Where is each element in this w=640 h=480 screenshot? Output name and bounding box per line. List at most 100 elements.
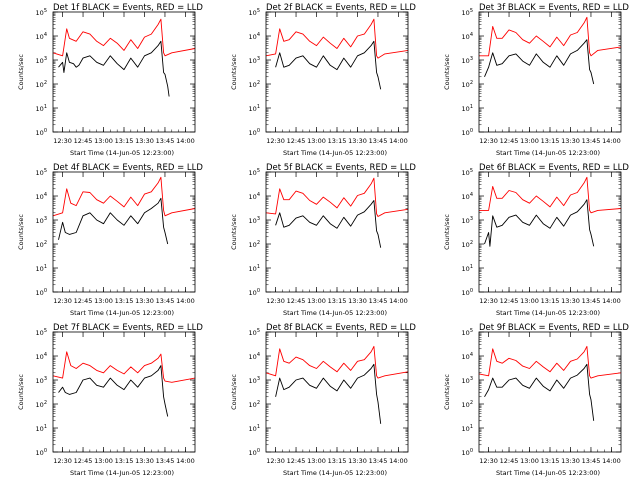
x-tick-label: 12:45 xyxy=(500,297,519,305)
series-events-line xyxy=(58,197,169,245)
y-tick-label: 100 xyxy=(249,128,260,137)
y-tick-label: 103 xyxy=(249,376,260,385)
chart-panel-9f: Det 9f BLACK = Events, RED = LLD Counts/s… xyxy=(443,323,629,477)
x-tick-label: 13:15 xyxy=(328,457,347,465)
x-tick-label: 12:30 xyxy=(266,297,285,305)
y-tick-label: 103 xyxy=(36,376,47,385)
x-tick-label: 12:45 xyxy=(74,457,93,465)
x-tick-label: 13:30 xyxy=(135,137,154,145)
x-tick-label: 12:30 xyxy=(266,457,285,465)
x-tick-label: 13:30 xyxy=(348,457,367,465)
y-tick-label: 101 xyxy=(249,424,260,433)
y-tick-label: 102 xyxy=(462,80,473,89)
y-tick-label: 100 xyxy=(36,448,47,457)
y-tick-label: 105 xyxy=(462,8,473,17)
y-tick-label: 101 xyxy=(462,424,473,433)
chart-title: Det 3f BLACK = Events, RED = LLD xyxy=(479,3,629,13)
y-tick-label: 103 xyxy=(462,56,473,65)
y-axis-label: Counts/sec xyxy=(230,374,238,410)
y-tick-label: 104 xyxy=(249,192,260,201)
x-tick-label: 12:45 xyxy=(500,457,519,465)
series-lld-line xyxy=(265,345,409,379)
y-tick-label: 103 xyxy=(249,56,260,65)
y-tick-label: 105 xyxy=(462,168,473,177)
chart-title: Det 2f BLACK = Events, RED = LLD xyxy=(266,3,416,13)
plot-frame xyxy=(265,331,409,453)
y-tick-label: 100 xyxy=(249,448,260,457)
y-tick-label: 101 xyxy=(36,424,47,433)
chart-panel-5f: Det 5f BLACK = Events, RED = LLD Counts/s… xyxy=(230,163,416,317)
y-tick-label: 102 xyxy=(36,400,47,409)
x-tick-label: 13:15 xyxy=(115,297,134,305)
chart-title: Det 8f BLACK = Events, RED = LLD xyxy=(266,323,416,333)
chart-title: Det 6f BLACK = Events, RED = LLD xyxy=(479,163,629,173)
y-tick-label: 100 xyxy=(36,288,47,297)
y-axis-label: Counts/sec xyxy=(443,374,451,410)
series-lld-line xyxy=(265,18,409,59)
y-tick-label: 100 xyxy=(36,128,47,137)
y-tick-label: 101 xyxy=(462,104,473,113)
chart-panel-3f: Det 3f BLACK = Events, RED = LLD Counts/s… xyxy=(443,3,629,157)
x-tick-label: 13:00 xyxy=(520,297,539,305)
series-lld-line xyxy=(479,176,622,214)
x-tick-label: 13:45 xyxy=(156,297,175,305)
x-tick-label: 12:45 xyxy=(287,457,306,465)
x-tick-label: 14:00 xyxy=(176,297,195,305)
chart-title: Det 4f BLACK = Events, RED = LLD xyxy=(53,163,203,173)
x-axis-label: Start Time (14-Jun-05 12:23:00) xyxy=(70,149,174,157)
series-events-line xyxy=(58,40,170,97)
x-tick-label: 13:00 xyxy=(307,137,326,145)
x-tick-label: 13:45 xyxy=(582,457,601,465)
y-tick-label: 101 xyxy=(462,264,473,273)
y-axis-label: Counts/sec xyxy=(443,54,451,90)
y-tick-label: 101 xyxy=(36,264,47,273)
y-tick-label: 104 xyxy=(36,32,47,41)
x-tick-label: 12:30 xyxy=(266,137,285,145)
x-tick-label: 13:45 xyxy=(582,137,601,145)
chart-title: Det 5f BLACK = Events, RED = LLD xyxy=(266,163,416,173)
y-axis-label: Counts/sec xyxy=(17,374,25,410)
x-tick-label: 13:30 xyxy=(561,457,580,465)
x-tick-label: 13:00 xyxy=(94,137,113,145)
x-tick-label: 14:00 xyxy=(389,457,408,465)
y-tick-label: 102 xyxy=(249,400,260,409)
x-tick-label: 12:30 xyxy=(53,137,72,145)
chart-panel-8f: Det 8f BLACK = Events, RED = LLD Counts/s… xyxy=(230,323,416,477)
plot-frame xyxy=(52,171,196,293)
x-tick-label: 12:45 xyxy=(287,137,306,145)
y-tick-label: 104 xyxy=(249,352,260,361)
x-tick-label: 13:15 xyxy=(541,297,560,305)
y-tick-label: 102 xyxy=(36,80,47,89)
x-tick-label: 14:00 xyxy=(602,137,621,145)
chart-panel-4f: Det 4f BLACK = Events, RED = LLD Counts/s… xyxy=(17,163,203,317)
y-tick-label: 103 xyxy=(36,216,47,225)
x-tick-label: 14:00 xyxy=(176,137,195,145)
y-tick-label: 105 xyxy=(249,328,260,337)
x-tick-label: 13:30 xyxy=(135,297,154,305)
y-tick-label: 104 xyxy=(36,352,47,361)
x-tick-label: 13:30 xyxy=(348,297,367,305)
x-tick-label: 13:00 xyxy=(520,457,539,465)
series-events-line xyxy=(484,199,595,247)
x-tick-label: 13:00 xyxy=(520,137,539,145)
x-tick-label: 13:45 xyxy=(369,297,388,305)
x-axis-label: Start Time (14-Jun-05 12:23:00) xyxy=(496,309,600,317)
series-lld-line xyxy=(52,18,196,57)
x-tick-label: 12:45 xyxy=(74,297,93,305)
x-tick-label: 13:30 xyxy=(561,297,580,305)
y-tick-label: 103 xyxy=(462,376,473,385)
x-axis-label: Start Time (14-Jun-05 12:23:00) xyxy=(283,469,387,477)
x-tick-label: 13:45 xyxy=(582,297,601,305)
x-tick-label: 14:00 xyxy=(176,457,195,465)
x-tick-label: 13:30 xyxy=(561,137,580,145)
y-tick-label: 103 xyxy=(462,216,473,225)
chart-title: Det 9f BLACK = Events, RED = LLD xyxy=(479,323,629,333)
y-tick-label: 101 xyxy=(249,264,260,273)
y-axis-label: Counts/sec xyxy=(443,214,451,250)
y-tick-label: 104 xyxy=(249,32,260,41)
y-tick-label: 102 xyxy=(462,240,473,249)
series-events-line xyxy=(275,200,382,248)
series-events-line xyxy=(275,363,382,424)
x-tick-label: 13:00 xyxy=(94,297,113,305)
plot-frame xyxy=(265,11,409,133)
